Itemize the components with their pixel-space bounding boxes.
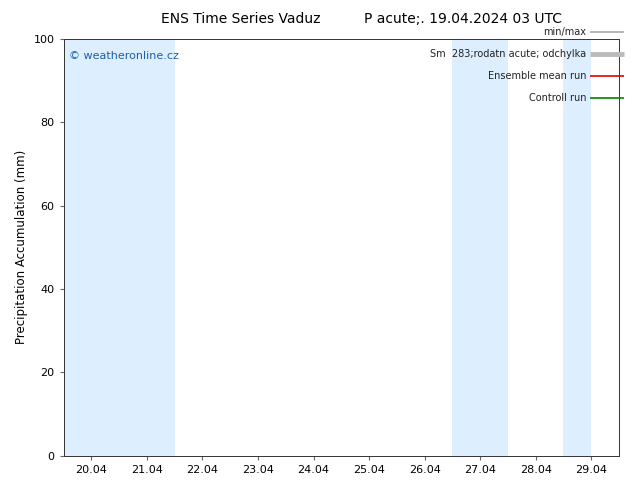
Text: min/max: min/max (543, 27, 586, 37)
Text: Controll run: Controll run (529, 93, 586, 103)
Text: ENS Time Series Vaduz: ENS Time Series Vaduz (161, 12, 321, 26)
Bar (63, 39, 174, 456)
Y-axis label: Precipitation Accumulation (mm): Precipitation Accumulation (mm) (15, 150, 28, 344)
Bar (453, 39, 508, 456)
Text: © weatheronline.cz: © weatheronline.cz (69, 51, 179, 61)
Bar (564, 39, 592, 456)
Text: P acute;. 19.04.2024 03 UTC: P acute;. 19.04.2024 03 UTC (364, 12, 562, 26)
Text: Ensemble mean run: Ensemble mean run (488, 71, 586, 81)
Text: Sm  283;rodatn acute; odchylka: Sm 283;rodatn acute; odchylka (430, 49, 586, 59)
